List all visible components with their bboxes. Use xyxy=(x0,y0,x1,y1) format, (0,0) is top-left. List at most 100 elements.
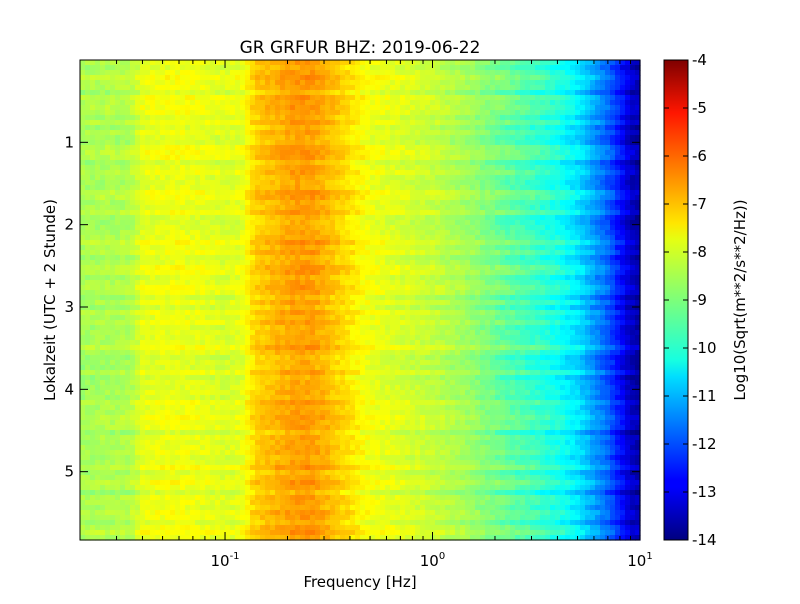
heatmap-cell xyxy=(295,160,301,166)
heatmap-cell xyxy=(335,265,341,271)
heatmap-cell xyxy=(110,400,116,406)
heatmap-cell xyxy=(250,300,256,306)
heatmap-cell xyxy=(125,70,131,76)
heatmap-cell xyxy=(190,340,196,346)
heatmap-cell xyxy=(165,515,171,521)
heatmap-cell xyxy=(105,370,111,376)
heatmap-cell xyxy=(285,150,291,156)
heatmap-cell xyxy=(100,305,106,311)
heatmap-cell xyxy=(175,130,181,136)
heatmap-cell xyxy=(285,165,291,171)
heatmap-cell xyxy=(225,250,231,256)
heatmap-cell xyxy=(235,95,241,101)
heatmap-cell xyxy=(90,350,96,356)
heatmap-cell xyxy=(190,505,196,511)
heatmap-cell xyxy=(185,195,191,201)
heatmap-cell xyxy=(240,505,246,511)
heatmap-cell xyxy=(200,85,206,91)
heatmap-cell xyxy=(175,175,181,181)
heatmap-cell xyxy=(145,125,151,131)
heatmap-cell xyxy=(335,305,341,311)
heatmap-cell xyxy=(255,330,261,336)
heatmap-cell xyxy=(215,380,221,386)
heatmap-cell xyxy=(130,440,136,446)
heatmap-cell xyxy=(110,375,116,381)
heatmap-cell xyxy=(300,130,306,136)
heatmap-cell xyxy=(170,245,176,251)
heatmap-cell xyxy=(270,245,276,251)
heatmap-cell xyxy=(230,135,236,141)
heatmap-cell xyxy=(135,450,141,456)
heatmap-cell xyxy=(180,520,186,526)
heatmap-cell xyxy=(220,430,226,436)
heatmap-cell xyxy=(315,325,321,331)
heatmap-cell xyxy=(335,380,341,386)
heatmap-cell xyxy=(120,315,126,321)
heatmap-cell xyxy=(335,320,341,326)
heatmap-cell xyxy=(325,490,331,496)
heatmap-cell xyxy=(255,225,261,231)
heatmap-cell xyxy=(245,170,251,176)
heatmap-cell xyxy=(80,365,86,371)
heatmap-cell xyxy=(330,290,336,296)
heatmap-cell xyxy=(150,260,156,266)
heatmap-cell xyxy=(205,165,211,171)
heatmap-cell xyxy=(205,310,211,316)
heatmap-cell xyxy=(325,245,331,251)
heatmap-cell xyxy=(120,60,126,66)
heatmap-cell xyxy=(300,305,306,311)
heatmap-cell xyxy=(95,405,101,411)
heatmap-cell xyxy=(270,275,276,281)
heatmap-cell xyxy=(265,240,271,246)
heatmap-cell xyxy=(285,185,291,191)
heatmap-cell xyxy=(320,450,326,456)
heatmap-cell xyxy=(280,170,286,176)
heatmap-cell xyxy=(120,70,126,76)
heatmap-cell xyxy=(290,315,296,321)
heatmap-cell xyxy=(105,225,111,231)
heatmap-cell xyxy=(135,165,141,171)
heatmap-cell xyxy=(195,185,201,191)
heatmap-cell xyxy=(170,85,176,91)
heatmap-cell xyxy=(300,490,306,496)
heatmap-cell xyxy=(255,440,261,446)
heatmap-cell xyxy=(140,285,146,291)
heatmap-cell xyxy=(320,410,326,416)
heatmap-cell xyxy=(105,410,111,416)
heatmap-cell xyxy=(95,315,101,321)
heatmap-cell xyxy=(205,260,211,266)
heatmap-cell xyxy=(175,335,181,341)
heatmap-cell xyxy=(235,405,241,411)
heatmap-cell xyxy=(280,210,286,216)
heatmap-cell xyxy=(195,425,201,431)
heatmap-cell xyxy=(95,380,101,386)
heatmap-cell xyxy=(150,370,156,376)
heatmap-cell xyxy=(280,430,286,436)
heatmap-cell xyxy=(285,420,291,426)
heatmap-cell xyxy=(125,200,131,206)
heatmap-cell xyxy=(270,440,276,446)
heatmap-cell xyxy=(140,365,146,371)
heatmap-cell xyxy=(275,290,281,296)
heatmap-cell xyxy=(130,380,136,386)
heatmap-cell xyxy=(80,530,86,536)
heatmap-cell xyxy=(200,365,206,371)
heatmap-cell xyxy=(170,450,176,456)
heatmap-cell xyxy=(100,495,106,501)
heatmap-cell xyxy=(95,425,101,431)
heatmap-cell xyxy=(225,130,231,136)
heatmap-cell xyxy=(80,200,86,206)
heatmap-cell xyxy=(190,320,196,326)
heatmap-cell xyxy=(305,85,311,91)
heatmap-cell xyxy=(245,370,251,376)
heatmap-cell xyxy=(190,85,196,91)
heatmap-cell xyxy=(245,225,251,231)
heatmap-cell xyxy=(275,235,281,241)
heatmap-cell xyxy=(150,170,156,176)
heatmap-cell xyxy=(100,190,106,196)
heatmap-cell xyxy=(175,530,181,536)
heatmap-cell xyxy=(230,465,236,471)
heatmap-cell xyxy=(150,230,156,236)
heatmap-cell xyxy=(315,410,321,416)
heatmap-cell xyxy=(120,170,126,176)
